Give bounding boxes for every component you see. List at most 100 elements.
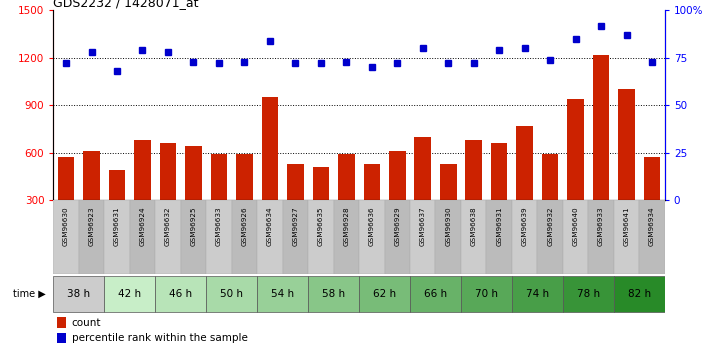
Bar bbox=[57, 333, 66, 344]
Bar bbox=[79, 200, 105, 274]
Text: GSM96640: GSM96640 bbox=[572, 206, 579, 246]
Bar bbox=[516, 126, 533, 248]
Bar bbox=[512, 200, 538, 274]
Text: GSM96636: GSM96636 bbox=[369, 206, 375, 246]
Text: GSM96930: GSM96930 bbox=[445, 206, 451, 246]
Bar bbox=[542, 154, 558, 248]
Bar bbox=[614, 276, 665, 312]
Text: 58 h: 58 h bbox=[322, 289, 345, 299]
Bar bbox=[614, 200, 639, 274]
Bar bbox=[210, 154, 228, 248]
Text: time ▶: time ▶ bbox=[13, 289, 46, 299]
Text: GSM96631: GSM96631 bbox=[114, 206, 120, 246]
Bar bbox=[359, 200, 385, 274]
Bar bbox=[491, 143, 508, 248]
Bar bbox=[385, 200, 410, 274]
Text: 38 h: 38 h bbox=[68, 289, 90, 299]
Text: GSM96932: GSM96932 bbox=[547, 206, 553, 246]
Text: GSM96927: GSM96927 bbox=[292, 206, 299, 246]
Bar bbox=[643, 157, 661, 248]
Text: GSM96639: GSM96639 bbox=[522, 206, 528, 246]
Bar bbox=[262, 97, 278, 248]
Bar bbox=[109, 170, 125, 248]
Bar bbox=[389, 151, 405, 248]
Bar bbox=[287, 164, 304, 248]
Bar bbox=[129, 200, 155, 274]
Text: GSM96637: GSM96637 bbox=[419, 206, 426, 246]
Text: 74 h: 74 h bbox=[526, 289, 549, 299]
Text: GSM96926: GSM96926 bbox=[242, 206, 247, 246]
Bar bbox=[58, 157, 75, 248]
Bar bbox=[283, 200, 308, 274]
Bar bbox=[206, 200, 232, 274]
Bar bbox=[83, 151, 100, 248]
Text: GSM96633: GSM96633 bbox=[216, 206, 222, 246]
Bar bbox=[105, 200, 129, 274]
Bar bbox=[333, 200, 359, 274]
Bar bbox=[589, 200, 614, 274]
Bar bbox=[134, 140, 151, 248]
Bar bbox=[257, 276, 308, 312]
Text: 42 h: 42 h bbox=[118, 289, 141, 299]
Text: GSM96929: GSM96929 bbox=[395, 206, 400, 246]
Bar bbox=[57, 317, 66, 328]
Text: GSM96925: GSM96925 bbox=[191, 206, 196, 246]
Text: GSM96630: GSM96630 bbox=[63, 206, 69, 246]
Bar bbox=[105, 276, 155, 312]
Bar bbox=[466, 140, 482, 248]
Bar bbox=[363, 164, 380, 248]
Bar bbox=[155, 276, 206, 312]
Text: GSM96634: GSM96634 bbox=[267, 206, 273, 246]
Bar bbox=[538, 200, 563, 274]
Text: count: count bbox=[72, 318, 101, 328]
Bar bbox=[236, 154, 252, 248]
Text: percentile rank within the sample: percentile rank within the sample bbox=[72, 333, 247, 343]
Text: 78 h: 78 h bbox=[577, 289, 600, 299]
Bar bbox=[53, 200, 79, 274]
Bar bbox=[206, 276, 257, 312]
Bar bbox=[338, 154, 355, 248]
Text: GSM96641: GSM96641 bbox=[624, 206, 629, 246]
Bar bbox=[415, 137, 431, 248]
Text: 46 h: 46 h bbox=[169, 289, 192, 299]
Bar bbox=[567, 99, 584, 248]
Text: 62 h: 62 h bbox=[373, 289, 396, 299]
Text: GSM96632: GSM96632 bbox=[165, 206, 171, 246]
Bar bbox=[257, 200, 283, 274]
Bar bbox=[359, 276, 410, 312]
Bar bbox=[308, 276, 359, 312]
Bar bbox=[181, 200, 206, 274]
Text: GSM96933: GSM96933 bbox=[598, 206, 604, 246]
Bar bbox=[53, 276, 105, 312]
Text: GSM96638: GSM96638 bbox=[471, 206, 476, 246]
Text: GSM96924: GSM96924 bbox=[139, 206, 146, 246]
Bar bbox=[308, 200, 333, 274]
Bar bbox=[461, 276, 512, 312]
Text: GSM96928: GSM96928 bbox=[343, 206, 349, 246]
Text: GDS2232 / 1428071_at: GDS2232 / 1428071_at bbox=[53, 0, 199, 9]
Bar bbox=[160, 143, 176, 248]
Bar bbox=[563, 276, 614, 312]
Bar bbox=[185, 146, 202, 248]
Text: 54 h: 54 h bbox=[271, 289, 294, 299]
Bar bbox=[619, 89, 635, 248]
Bar bbox=[410, 200, 435, 274]
Text: 82 h: 82 h bbox=[628, 289, 651, 299]
Bar bbox=[435, 200, 461, 274]
Bar bbox=[563, 200, 589, 274]
Bar bbox=[313, 167, 329, 248]
Bar bbox=[410, 276, 461, 312]
Bar bbox=[461, 200, 486, 274]
Bar bbox=[486, 200, 512, 274]
Bar bbox=[155, 200, 181, 274]
Text: GSM96934: GSM96934 bbox=[649, 206, 655, 246]
Bar bbox=[512, 276, 563, 312]
Text: 66 h: 66 h bbox=[424, 289, 447, 299]
Bar bbox=[440, 164, 456, 248]
Text: GSM96931: GSM96931 bbox=[496, 206, 502, 246]
Text: 50 h: 50 h bbox=[220, 289, 243, 299]
Bar bbox=[639, 200, 665, 274]
Text: GSM96635: GSM96635 bbox=[318, 206, 324, 246]
Text: GSM96923: GSM96923 bbox=[89, 206, 95, 246]
Bar bbox=[232, 200, 257, 274]
